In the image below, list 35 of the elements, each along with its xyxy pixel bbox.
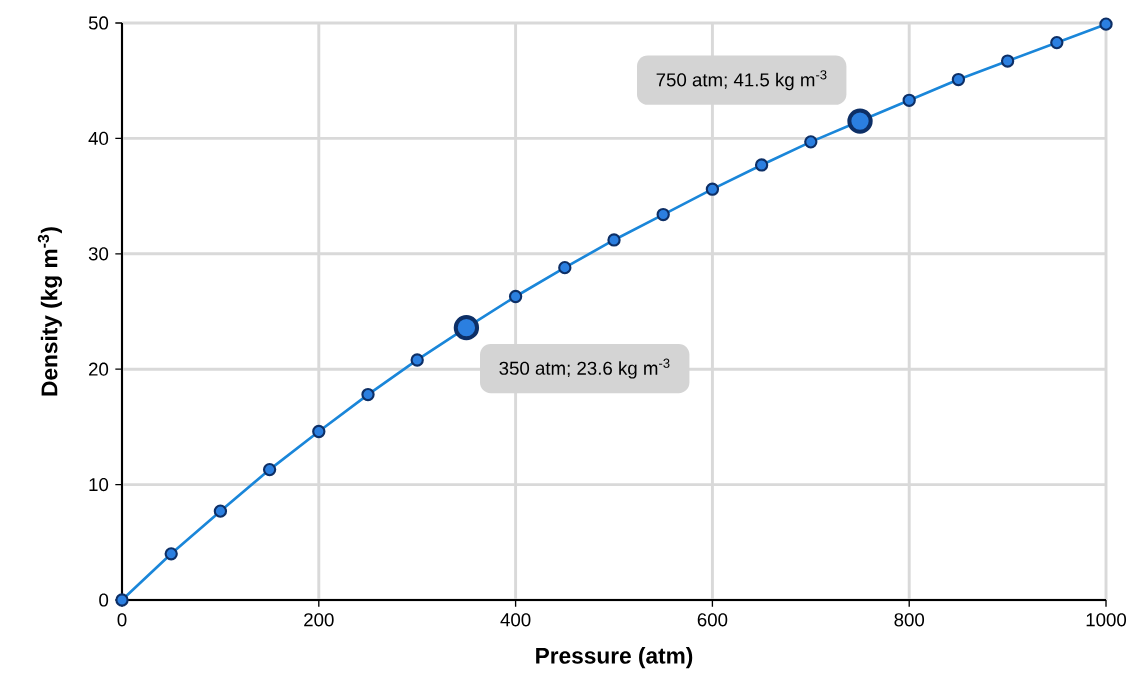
point xyxy=(558,260,572,275)
x-tick-label: 0 xyxy=(117,613,127,627)
y-tick-label: 0 xyxy=(99,593,109,607)
point xyxy=(410,353,424,367)
y-tick-label: 40 xyxy=(88,131,109,146)
point xyxy=(508,289,523,304)
point xyxy=(361,387,375,402)
point xyxy=(804,135,818,149)
y-axis-title: Density (kg m$^{-3}$) xyxy=(37,227,63,396)
point xyxy=(312,424,326,439)
point xyxy=(262,462,277,477)
point xyxy=(115,593,129,607)
point xyxy=(1000,54,1015,68)
point xyxy=(164,547,178,561)
point xyxy=(754,158,769,172)
x-tick-label: 800 xyxy=(894,613,925,627)
annotation: 750 atm; 41.5 kg m$^{-3}$ xyxy=(656,70,827,91)
point xyxy=(213,504,228,518)
y-tick-label: 50 xyxy=(88,16,109,30)
point xyxy=(951,72,966,87)
x-tick-label: 1000 xyxy=(1086,613,1127,627)
y-tick-label: 30 xyxy=(88,247,109,261)
point xyxy=(607,233,621,247)
point xyxy=(1099,17,1113,31)
y-tick-label: 10 xyxy=(89,477,109,492)
annotation: 350 atm; 23.6 kg m$^{-3}$ xyxy=(499,358,670,379)
point xyxy=(656,207,670,222)
y-tick-label: 20 xyxy=(89,362,109,376)
x-tick-label: 200 xyxy=(304,613,334,627)
point xyxy=(1050,35,1064,50)
x-tick-label: 600 xyxy=(697,613,728,627)
point xyxy=(902,93,916,107)
x-tick-label: 400 xyxy=(500,613,531,627)
x-axis-title: Pressure (atm) xyxy=(536,647,693,669)
point xyxy=(705,182,720,196)
